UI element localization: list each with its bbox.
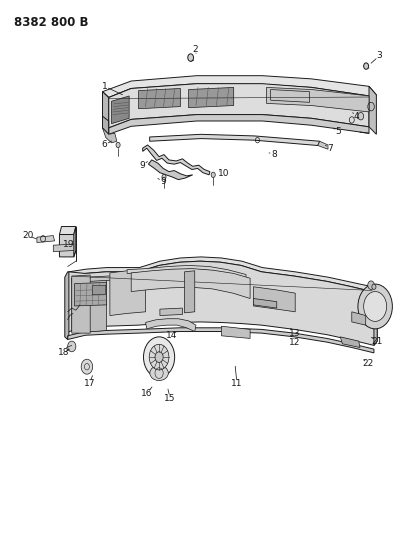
Text: 14: 14 xyxy=(165,332,177,340)
Polygon shape xyxy=(131,269,249,298)
Text: 12: 12 xyxy=(288,338,299,347)
Text: 22: 22 xyxy=(362,359,373,368)
Polygon shape xyxy=(266,87,368,112)
Text: 17: 17 xyxy=(83,379,95,388)
Text: 2: 2 xyxy=(191,45,197,53)
Polygon shape xyxy=(65,272,69,340)
Circle shape xyxy=(149,344,169,370)
Circle shape xyxy=(81,359,92,374)
Polygon shape xyxy=(148,160,192,180)
Text: 10: 10 xyxy=(217,169,229,177)
Polygon shape xyxy=(74,227,76,257)
Polygon shape xyxy=(67,328,373,353)
Text: 19: 19 xyxy=(63,240,74,248)
Polygon shape xyxy=(102,88,131,121)
Polygon shape xyxy=(368,86,375,134)
Text: 6: 6 xyxy=(101,141,107,149)
Text: 8: 8 xyxy=(270,150,276,159)
Polygon shape xyxy=(253,287,294,312)
Polygon shape xyxy=(110,270,145,316)
Text: 4: 4 xyxy=(353,112,359,120)
Text: 3: 3 xyxy=(375,52,381,60)
Circle shape xyxy=(187,54,193,61)
Circle shape xyxy=(155,352,163,362)
Text: 18: 18 xyxy=(58,349,69,357)
Polygon shape xyxy=(145,319,196,332)
Circle shape xyxy=(363,63,368,69)
Polygon shape xyxy=(149,134,319,146)
Polygon shape xyxy=(317,141,327,149)
Circle shape xyxy=(357,112,363,120)
Polygon shape xyxy=(67,257,376,292)
Polygon shape xyxy=(37,236,54,243)
Polygon shape xyxy=(138,88,180,109)
Polygon shape xyxy=(53,244,74,252)
Polygon shape xyxy=(59,227,76,257)
Polygon shape xyxy=(92,285,106,295)
Polygon shape xyxy=(339,337,359,348)
Text: 20: 20 xyxy=(22,231,34,240)
Circle shape xyxy=(367,281,373,289)
Polygon shape xyxy=(102,116,108,134)
Text: 16: 16 xyxy=(141,389,152,398)
Polygon shape xyxy=(102,128,117,143)
Ellipse shape xyxy=(150,366,168,381)
Polygon shape xyxy=(67,261,376,345)
Polygon shape xyxy=(74,282,106,306)
Polygon shape xyxy=(351,312,365,325)
Polygon shape xyxy=(142,145,209,175)
Polygon shape xyxy=(127,265,245,278)
Polygon shape xyxy=(72,275,138,282)
Circle shape xyxy=(357,284,391,329)
Polygon shape xyxy=(253,298,276,308)
Text: 15: 15 xyxy=(164,394,175,402)
Circle shape xyxy=(143,337,174,377)
Circle shape xyxy=(116,142,120,148)
Polygon shape xyxy=(188,87,233,108)
Text: 9: 9 xyxy=(160,177,166,185)
Polygon shape xyxy=(72,277,106,332)
Text: 11: 11 xyxy=(231,379,242,388)
Text: 1: 1 xyxy=(101,82,107,91)
Polygon shape xyxy=(373,288,382,345)
Polygon shape xyxy=(59,227,76,235)
Polygon shape xyxy=(184,271,194,313)
Polygon shape xyxy=(108,115,368,134)
Circle shape xyxy=(67,341,76,352)
Circle shape xyxy=(363,292,386,321)
Text: 21: 21 xyxy=(371,337,382,345)
Polygon shape xyxy=(102,76,375,98)
Text: 9: 9 xyxy=(139,161,145,169)
Polygon shape xyxy=(111,96,129,124)
Polygon shape xyxy=(160,308,182,316)
Polygon shape xyxy=(102,92,108,134)
Polygon shape xyxy=(221,326,249,338)
Circle shape xyxy=(211,172,215,177)
Circle shape xyxy=(371,284,375,289)
Polygon shape xyxy=(72,275,90,333)
Polygon shape xyxy=(108,84,368,128)
Text: 8382 800 B: 8382 800 B xyxy=(14,16,89,29)
Circle shape xyxy=(162,174,166,180)
Text: 7: 7 xyxy=(326,144,332,152)
Text: 13: 13 xyxy=(288,329,299,337)
Text: 5: 5 xyxy=(335,127,340,136)
